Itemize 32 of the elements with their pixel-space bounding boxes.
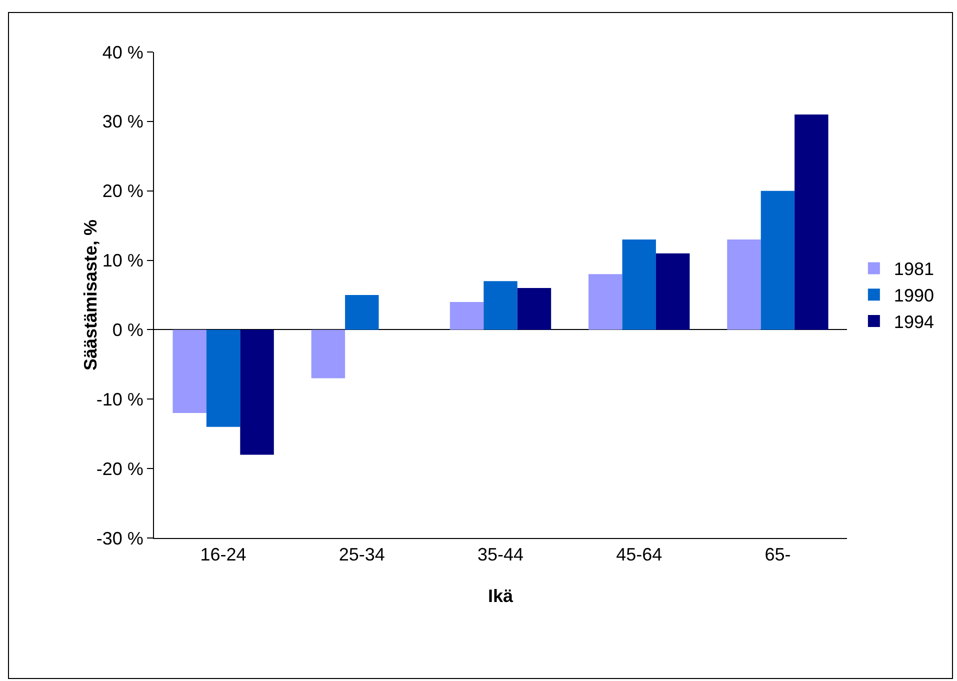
bar <box>656 253 690 330</box>
y-tick-label: -30 % <box>96 528 144 548</box>
bar <box>311 330 346 378</box>
bar <box>206 330 240 427</box>
y-tick-label: 0 % <box>112 320 144 340</box>
x-tick-label: 25-34 <box>338 544 385 565</box>
y-tick-label: 30 % <box>102 112 144 132</box>
y-tick-label: -20 % <box>96 458 144 479</box>
y-tick-label: 20 % <box>102 181 144 202</box>
bar <box>794 114 828 330</box>
bar <box>345 295 379 330</box>
x-tick-label: 65- <box>764 544 791 565</box>
legend-label: 1981 <box>894 259 934 280</box>
bar <box>727 239 761 330</box>
legend-label: 1994 <box>894 312 934 332</box>
y-axis-title: Säästämisaste, % <box>80 219 100 371</box>
bar <box>760 190 795 330</box>
bar <box>240 330 274 455</box>
y-tick-label: 40 % <box>102 42 144 62</box>
x-tick-label: 45-64 <box>616 544 662 565</box>
legend-label: 1990 <box>894 286 934 306</box>
bar <box>517 288 552 330</box>
bar <box>622 239 656 330</box>
bar <box>588 274 622 330</box>
bar <box>484 281 518 330</box>
x-tick-label: 16-24 <box>200 544 246 565</box>
bar <box>172 330 206 414</box>
x-axis-title: Ikä <box>488 586 514 606</box>
bar <box>450 302 484 330</box>
y-tick-label: -10 % <box>96 389 144 410</box>
y-tick-label: 10 % <box>102 250 144 271</box>
x-tick-label: 35-44 <box>477 544 524 565</box>
